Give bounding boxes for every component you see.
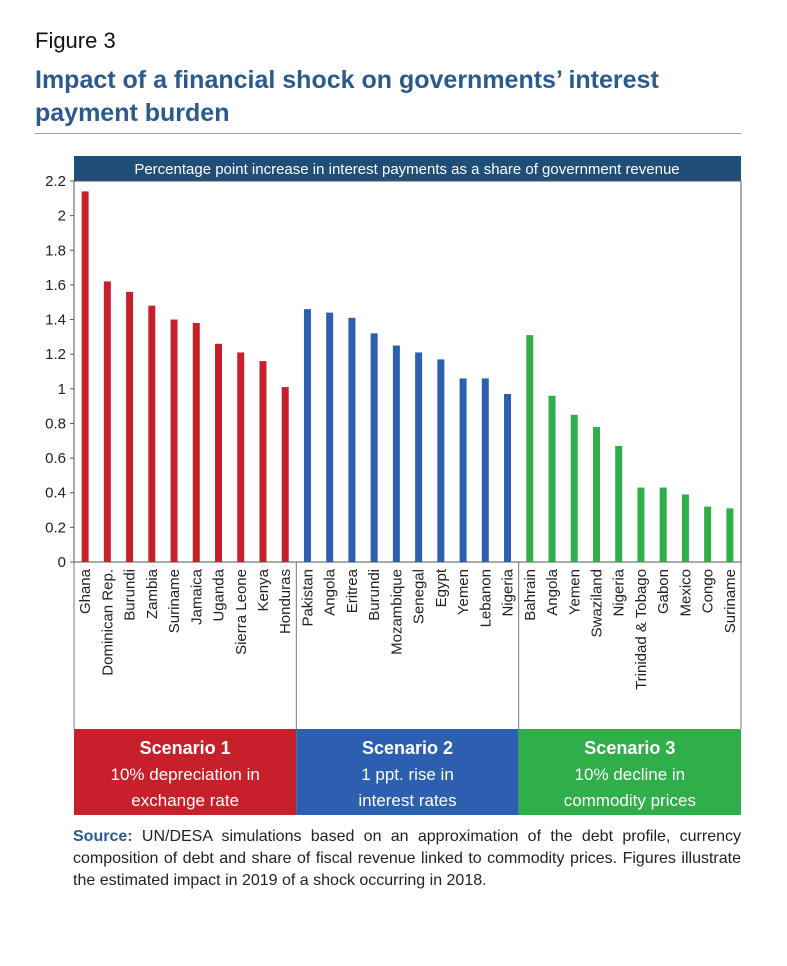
x-tick-label: Egypt (433, 568, 450, 607)
bar (303, 309, 311, 562)
bar (192, 323, 200, 562)
x-tick-label: Swaziland (588, 569, 605, 637)
banner-bg (74, 156, 741, 181)
bar (126, 291, 134, 562)
bar (148, 305, 156, 562)
x-tick-label: Nigeria (611, 568, 628, 616)
figure-label: Figure 3 (35, 28, 116, 53)
y-tick-label: 0.2 (45, 519, 66, 536)
x-tick-label: Sierra Leone (233, 569, 250, 655)
x-tick-label: Eritrea (344, 568, 361, 613)
scenario-description: exchange rate (131, 791, 239, 810)
x-tick-label: Mexico (677, 569, 694, 617)
x-tick-label: Ghana (77, 568, 94, 614)
bar (437, 359, 445, 562)
x-tick-label: Senegal (411, 569, 428, 624)
bar (259, 361, 267, 562)
y-tick-label: 1.2 (45, 346, 66, 363)
x-tick-label: Burundi (366, 569, 383, 621)
scenario-name: Scenario 1 (140, 738, 231, 758)
y-tick-label: 0 (58, 554, 66, 571)
x-tick-labels: Ghana Dominican Rep. Burundi Zambia Suriname… (73, 562, 742, 729)
y-tick-label: 1 (58, 381, 66, 398)
x-tick-label: Uganda (211, 568, 228, 621)
x-tick-label: Jamaica (188, 568, 205, 625)
chart-title: Impact of a financial shock on governmen… (35, 66, 659, 127)
bar (348, 317, 356, 562)
bar (592, 426, 600, 562)
x-tick-label: Kenya (255, 568, 272, 611)
bar (659, 487, 667, 562)
bar (281, 387, 289, 562)
bar (81, 191, 89, 562)
x-tick-label: Yemen (566, 569, 583, 615)
bar (704, 506, 712, 562)
plot-frame (73, 180, 742, 563)
bar (392, 345, 400, 562)
x-tick-label: Zambia (144, 568, 161, 619)
y-tick-label: 1.4 (45, 312, 66, 329)
y-tick-label: 2 (58, 208, 66, 225)
y-tick-label: 0.4 (45, 485, 66, 502)
x-tick-label: Honduras (277, 569, 294, 634)
bar (170, 319, 178, 562)
source-label: Source: (73, 828, 133, 845)
y-tick-label: 0.8 (45, 415, 66, 432)
bar (637, 487, 645, 562)
chart-axes: 0 0.2 0.4 0.6 0.8 1 1.2 1.4 1.6 1.8 2 2.2 (45, 173, 742, 571)
scenario-boxes: Scenario 1 10% depreciation in exchange ra… (74, 729, 741, 815)
x-tick-label: Congo (700, 569, 717, 613)
x-tick-label: Dominican Rep. (99, 569, 116, 676)
banner-text: Percentage point increase in interest pa… (134, 161, 679, 178)
bar-chart: Percentage point increase in interest pa… (45, 156, 742, 815)
x-tick-label: Lebanon (477, 569, 494, 627)
scenario-description: 10% decline in (575, 765, 686, 784)
x-tick-label: Bahrain (522, 569, 539, 621)
source-note: Source: UN/DESA simulations based on an … (73, 826, 741, 892)
bar (615, 445, 623, 562)
scenario-name: Scenario 2 (362, 738, 453, 758)
bar (526, 335, 534, 562)
scenario-description: commodity prices (564, 791, 696, 810)
title-divider (35, 133, 741, 134)
bar (504, 394, 512, 562)
y-tick-label: 0.6 (45, 450, 66, 467)
source-text: UN/DESA simulations based on an approxim… (73, 828, 741, 889)
bar (237, 352, 245, 562)
bar (726, 508, 734, 562)
x-tick-label: Yemen (455, 569, 472, 615)
bar (570, 414, 578, 562)
x-tick-label: Pakistan (299, 569, 316, 627)
bar (459, 378, 467, 562)
chart-bars (81, 191, 734, 562)
x-tick-label: Angola (544, 568, 561, 615)
x-tick-label: Nigeria (500, 568, 517, 616)
y-tick-label: 1.6 (45, 277, 66, 294)
bar (415, 352, 423, 562)
x-tick-label: Suriname (722, 569, 739, 633)
x-tick-label: Burundi (122, 569, 139, 621)
scenario-box (296, 729, 519, 815)
scenario-box (518, 729, 741, 815)
bar (481, 378, 489, 562)
scenario-description: 10% depreciation in (111, 765, 260, 784)
bar (548, 395, 556, 562)
x-tick-label: Mozambique (388, 569, 405, 655)
y-tick-label: 2.2 (45, 173, 66, 190)
scenario-box (74, 729, 297, 815)
x-tick-label: Trinidad & Tobago (633, 569, 650, 690)
bar (215, 343, 223, 562)
bar (681, 494, 689, 562)
bar (103, 281, 111, 562)
scenario-description: interest rates (358, 791, 456, 810)
bar (326, 312, 334, 562)
bar (370, 333, 378, 562)
scenario-name: Scenario 3 (584, 738, 675, 758)
scenario-description: 1 ppt. rise in (361, 765, 454, 784)
x-tick-label: Angola (322, 568, 339, 615)
y-tick-label: 1.8 (45, 242, 66, 259)
x-tick-label: Gabon (655, 569, 672, 614)
x-tick-label: Suriname (166, 569, 183, 633)
